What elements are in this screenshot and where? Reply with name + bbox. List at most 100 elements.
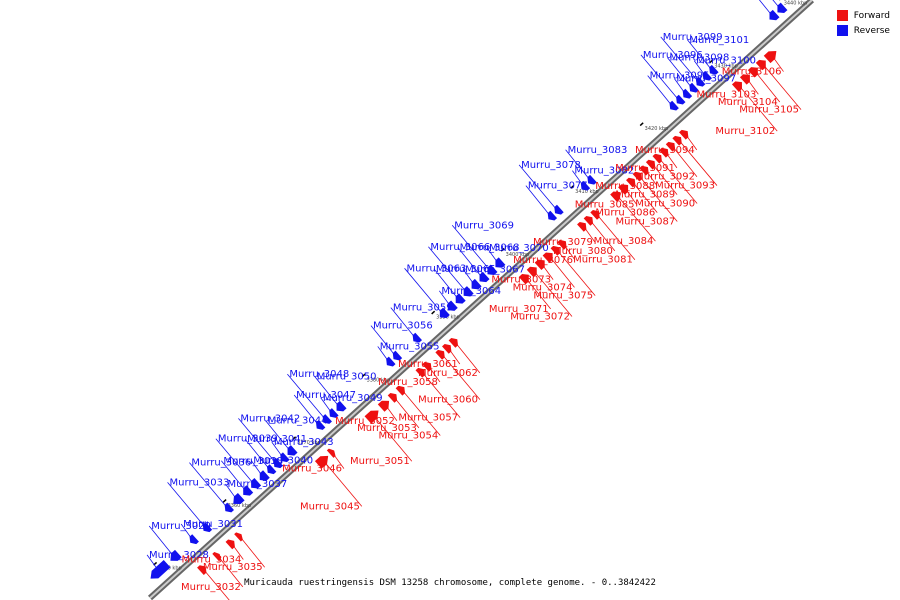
gene-murru_3037 (233, 493, 245, 505)
gene-murru_3061 (442, 343, 452, 354)
gene-label: Murru_3106 (722, 67, 782, 78)
gene-murru_3030 (197, 565, 207, 576)
gene-leader-line (738, 84, 778, 132)
gene-murru_3044 (287, 445, 298, 456)
gene-label: Murru_3104 (718, 97, 778, 108)
gene-leader-line (393, 396, 420, 429)
tick-mark (292, 436, 297, 441)
tick-label: 3430 kbp (714, 63, 738, 69)
gene-leader-line (401, 389, 441, 436)
tick-label: 3400 kbp (506, 252, 530, 258)
gene-murru_3054 (395, 385, 406, 396)
gene-murru_3094 (679, 129, 689, 140)
gene-murru_3124 (769, 9, 780, 21)
legend-reverse: Reverse (836, 23, 890, 38)
gene-murru_3074 (542, 252, 553, 263)
gene-murru_3093 (672, 135, 682, 146)
gene-label: Murru_3077 (528, 181, 588, 192)
gene-label: Murru_3078 (521, 160, 581, 171)
gene-murru_3082 (580, 180, 591, 191)
gene-murru_3049 (329, 408, 339, 418)
gene-leader-line (447, 347, 461, 365)
gene-leader-line (320, 397, 333, 415)
gene-label: Murru_3061 (398, 359, 458, 370)
gene-label: Murru_3066 (430, 242, 490, 253)
gene-leader-line (651, 163, 678, 195)
gene-label: Murru_3083 (568, 145, 628, 156)
gene-label: Murru_3029 (151, 521, 211, 532)
gene-murru_3073 (534, 259, 545, 271)
gene-leader-line (428, 246, 468, 294)
gene-murru_3092 (665, 141, 676, 152)
gene-murru_3046 (326, 448, 336, 458)
legend: Forward Reverse (836, 8, 890, 38)
gene-leader-line (595, 213, 636, 260)
gene-murru_3078 (554, 204, 564, 215)
gene-label: Murru_3099 (663, 32, 723, 43)
gene-leader-line (372, 414, 413, 462)
gene-leader-line (565, 149, 592, 182)
gene-label: Murru_3059 (393, 303, 453, 314)
tick-mark (431, 310, 436, 315)
gene-label: Murru_3039 (218, 434, 278, 445)
gene-label: Murru_3058 (378, 377, 438, 388)
gene-leader-line (754, 70, 781, 103)
gene-leader-line (404, 268, 444, 315)
gene-label: Murru_3071 (489, 304, 549, 315)
gene-murru_3041 (267, 464, 277, 475)
gene-leader-line (457, 247, 484, 279)
gene-murru_3033 (202, 522, 213, 533)
gene-label: Murru_3055 (380, 341, 440, 352)
legend-forward: Forward (836, 8, 890, 23)
gene-leader-line (180, 523, 194, 541)
gene-label: Murru_3080 (553, 246, 613, 257)
gene-leader-line (671, 145, 698, 177)
gene-murru_3068 (479, 271, 490, 283)
gene-murru_3029 (170, 549, 182, 561)
gene-murru_3099 (695, 76, 706, 87)
gene-label: Murru_3094 (635, 145, 695, 156)
gene-murru_3101 (709, 64, 719, 75)
gene-leader-line (202, 568, 230, 600)
gene-leader-line (384, 404, 398, 422)
gene-murru_3079 (577, 221, 587, 232)
gene-murru_3080 (583, 215, 594, 226)
gene-murru_3104 (747, 67, 758, 78)
gene-murru_3065 (455, 293, 466, 304)
legend-forward-swatch (836, 10, 848, 21)
gene-leader-line (758, 0, 774, 17)
gene-leader-line (433, 268, 460, 301)
gene-leader-line (390, 307, 417, 340)
gene-murru_3091 (659, 147, 669, 158)
gene-leader-line (674, 78, 687, 96)
gene-label: Murru_3096 (643, 50, 703, 61)
gene-leader-line (221, 460, 247, 493)
gene-leader-line (167, 482, 207, 529)
gene-label: Murru_3100 (696, 56, 756, 67)
gene-label: Murru_3086 (595, 208, 655, 219)
gene-leader-line (658, 157, 698, 204)
gene-murru_3056 (392, 350, 403, 361)
gene-label: Murru_3082 (574, 166, 634, 177)
gene-murru_3097 (682, 88, 693, 99)
gene-label: Murru_3046 (282, 464, 342, 475)
gene-label: Murru_3049 (323, 393, 383, 404)
gene-murru_3069 (487, 264, 498, 275)
gene-leader-line (589, 219, 616, 252)
gene-leader-line (238, 418, 278, 465)
gene-label: Murru_3036 (191, 458, 251, 469)
gene-leader-line (331, 452, 345, 469)
gene-murru_3063 (439, 307, 450, 319)
gene-label: Murru_3032 (181, 582, 241, 593)
gene-murru_3057 (415, 367, 425, 378)
gene-leader-line (146, 554, 160, 572)
gene-murru_3040 (259, 470, 270, 481)
gene-murru_3086 (626, 177, 636, 188)
gene-leader-line (684, 133, 698, 151)
gene-leader-line (189, 462, 229, 509)
gene-murru_3059 (412, 332, 423, 343)
tick-label: 3360 kbp (228, 503, 252, 509)
gene-leader-line (377, 346, 390, 363)
gene-label: Murru_3053 (357, 423, 417, 434)
